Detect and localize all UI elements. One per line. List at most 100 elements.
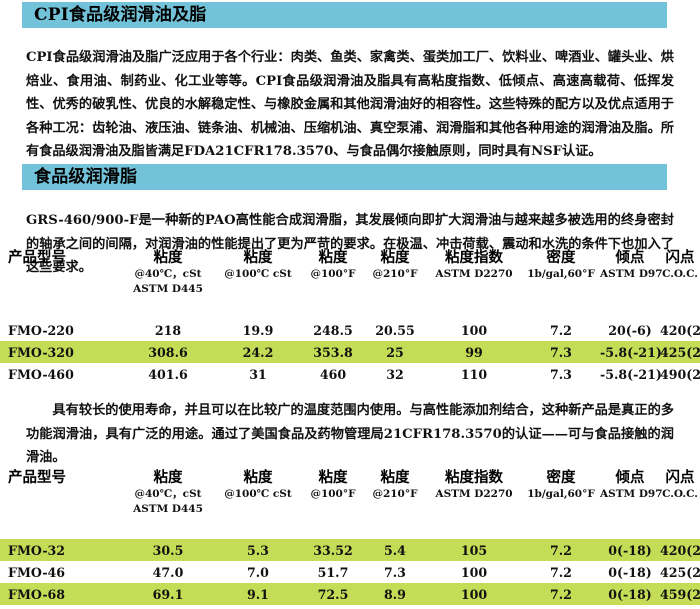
table-header-row: 产品型号 粘度 @40℃，cSt ASTM D445 粘度 @100℃ cSt … <box>0 469 700 517</box>
header-main: 粘度 <box>318 249 348 266</box>
table-cell-value: 7.3 <box>550 366 572 382</box>
header-sub: @100°F <box>310 268 356 280</box>
header-sub: ASTM D97 <box>600 268 663 280</box>
grease-paragraph: GRS-460/900-F是一种新的PAO高性能合成润滑脂，其发展倾向即扩大润滑… <box>26 213 674 276</box>
header-main: 产品型号 <box>8 469 66 486</box>
table-header-cell-product: 产品型号 <box>0 469 122 517</box>
table-header-cell-viscosity-index: 粘度指数 ASTM D2270 <box>426 469 522 517</box>
header-main: 倾点 <box>615 469 645 486</box>
table-cell-value: 490(254) <box>660 366 700 382</box>
table-header-cell-viscosity-210f: 粘度 @210°F <box>364 469 426 517</box>
table-cell-value: 0(-18) <box>608 564 652 580</box>
table-body: FMO-220 218 19.9 248.5 20.55 100 7.2 20(-6) 420(… <box>0 297 700 385</box>
header-sub: ASTM D2270 <box>435 268 513 280</box>
table-cell-value: 100 <box>460 564 488 580</box>
spacer-cell <box>0 517 700 539</box>
header-sub: @40℃，cSt <box>134 488 202 500</box>
section-header-bar-food-grade-grease: 食品级润滑脂 <box>22 164 667 190</box>
table-cell-value: 460 <box>319 366 347 382</box>
table-header-cell-viscosity-100f: 粘度 @100°F <box>302 249 364 297</box>
header-sub: @100°F <box>310 488 356 500</box>
table-cell-value: 25 <box>364 341 426 363</box>
table-row: FMO-460 401.6 31 460 32 110 7.3 -5.8(-21)490(25… <box>0 363 700 385</box>
table-header-cell-pour-point: 倾点 ASTM D97 <box>600 469 663 517</box>
table-header-cell-viscosity-100c: 粘度 @100℃ cSt <box>214 469 302 517</box>
section-title: 食品级润滑脂 <box>34 167 138 187</box>
table-cell-value: 69.1 <box>122 583 214 605</box>
specifications-table-greases: 产品型号 粘度 @40℃，cSt ASTM D445 粘度 @100℃ cSt … <box>0 469 700 605</box>
table-cell-value: 0(-18) <box>600 539 660 561</box>
table-cell-value: 72.5 <box>302 583 364 605</box>
table-cell-product-model: FMO-220 <box>8 322 74 338</box>
table-cell-value: 100 <box>460 322 488 338</box>
table-cell-value: 33.52 <box>302 539 364 561</box>
table-cell-product-model: FMO-460 <box>8 366 74 382</box>
header-sub: @210°F <box>372 268 418 280</box>
header-main: 闪点 <box>665 469 695 486</box>
section-header-bar-food-grade-lubricants: CPI食品级润滑油及脂 <box>22 2 667 28</box>
table-cell-value: 420(216) <box>660 322 700 338</box>
table-header-row: 产品型号 粘度 @40℃，cSt ASTM D445 粘度 @100℃ cSt … <box>0 249 700 297</box>
header-sub: C.O.C. <box>662 268 698 280</box>
header-sub: C.O.C. <box>662 488 698 500</box>
table-cell-product-model: FMO-32 <box>0 539 122 561</box>
intro-paragraph: CPI食品级润滑油及脂广泛应用于各个行业：肉类、鱼类、家禽类、蛋类加工厂、饮料业… <box>26 50 674 160</box>
header-sub2: ASTM D445 <box>133 283 203 295</box>
table-cell-value: 248.5 <box>313 322 353 338</box>
table-header: 产品型号 粘度 @40℃，cSt ASTM D445 粘度 @100℃ cSt … <box>0 249 700 297</box>
header-sub: @210°F <box>372 488 418 500</box>
section-title: CPI食品级润滑油及脂 <box>34 5 207 25</box>
header-main: 粘度 <box>380 249 410 266</box>
table-header-cell-viscosity-100c: 粘度 @100℃ cSt <box>214 249 302 297</box>
middle-paragraph: 具有较长的使用寿命，并且可以在比较广的温度范围内使用。与高性能添加剂结合，这种新… <box>26 403 674 466</box>
table-cell-value: 9.1 <box>214 583 302 605</box>
table-header-cell-density: 密度 1b/gal,60°F <box>522 469 600 517</box>
header-main: 粘度 <box>318 469 348 486</box>
table-cell-value: 5.4 <box>364 539 426 561</box>
table-header-cell-flash-point: 闪点 C.O.C. <box>660 469 700 517</box>
specifications-table-oils: 产品型号 粘度 @40℃，cSt ASTM D445 粘度 @100℃ cSt … <box>0 249 700 385</box>
table-cell-value: 32 <box>386 366 404 382</box>
spacer-cell <box>0 297 700 319</box>
header-main: 粘度 <box>153 249 183 266</box>
table-cell-value: -5.8(-21) <box>600 366 662 382</box>
table-cell-value: 425(218) <box>660 341 700 363</box>
header-main: 粘度指数 <box>445 469 503 486</box>
table-header-cell-pour-point: 倾点 ASTM D97 <box>600 249 663 297</box>
header-main: 粘度 <box>380 469 410 486</box>
table-cell-value: 19.9 <box>242 322 274 338</box>
table-cell-product-model: FMO-68 <box>0 583 122 605</box>
table-cell-product-model: FMO-46 <box>8 564 66 580</box>
header-main: 粘度 <box>243 249 273 266</box>
header-main: 产品型号 <box>8 249 66 266</box>
table-cell-value: 353.8 <box>302 341 364 363</box>
table-header-cell-viscosity-210f: 粘度 @210°F <box>364 249 426 297</box>
header-sub: ASTM D2270 <box>435 488 513 500</box>
table-header-cell-viscosity-40c: 粘度 @40℃，cSt ASTM D445 <box>122 249 214 297</box>
header-sub: @100℃ cSt <box>224 268 292 280</box>
table-cell-value: 7.2 <box>550 322 572 338</box>
table-cell-value: 425(218) <box>660 564 700 580</box>
table-cell-value: 420(216) <box>660 539 700 561</box>
table-cell-value: 7.2 <box>522 583 600 605</box>
table-cell-value: 5.3 <box>214 539 302 561</box>
table-cell-value: 7.2 <box>550 564 572 580</box>
table-cell-value: 7.3 <box>384 564 406 580</box>
header-sub2: ASTM D445 <box>133 503 203 515</box>
header-main: 粘度 <box>243 469 273 486</box>
table-cell-value: 8.9 <box>364 583 426 605</box>
table-spacer-row <box>0 517 700 539</box>
table-cell-value: 7.2 <box>522 539 600 561</box>
table-cell-value: 110 <box>460 366 488 382</box>
table-header-cell-viscosity-40c: 粘度 @40℃，cSt ASTM D445 <box>122 469 214 517</box>
table-body: FMO-3230.55.333.525.41057.20(-18)420(216… <box>0 517 700 605</box>
table-header-cell-flash-point: 闪点 C.O.C. <box>660 249 700 297</box>
table-cell-value: 308.6 <box>122 341 214 363</box>
table-cell-value: 47.0 <box>152 564 184 580</box>
table-cell-value: 459(237) <box>660 583 700 605</box>
table-cell-value: 401.6 <box>148 366 188 382</box>
table-cell-value: 31 <box>249 366 267 382</box>
table-cell-value: 218 <box>154 322 182 338</box>
